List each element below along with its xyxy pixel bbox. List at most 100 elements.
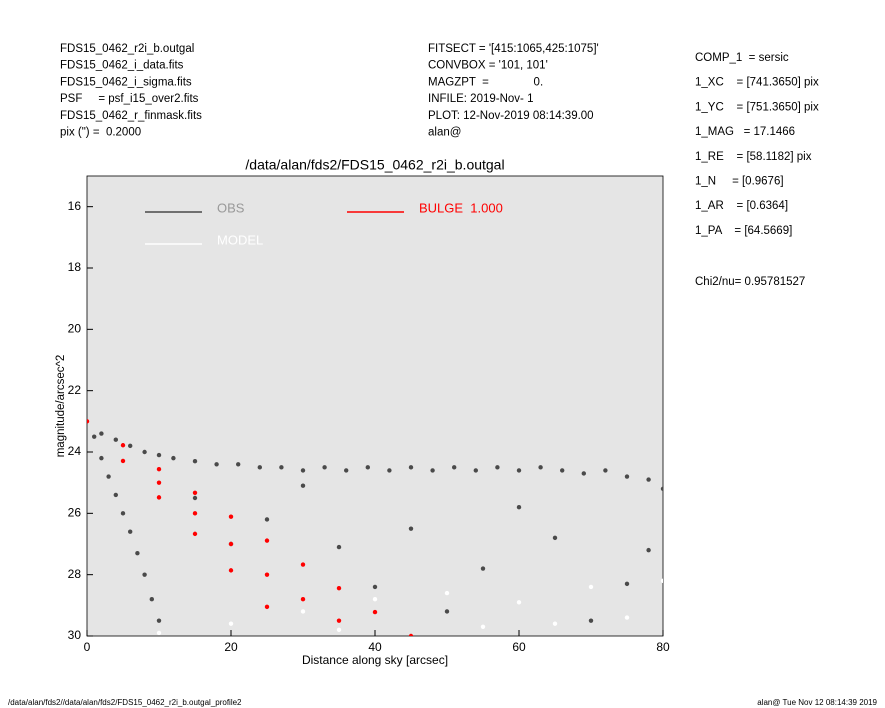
fit-parameter: 1_RE = [58.1182] pix — [695, 151, 812, 163]
data-point — [660, 486, 663, 491]
data-point — [113, 492, 119, 498]
data-point — [408, 465, 414, 470]
x-axis-label: Distance along sky [arcsec] — [302, 653, 448, 667]
header-left-line: FDS15_0462_i_sigma.fits — [60, 76, 192, 88]
data-point — [87, 419, 90, 424]
data-point — [300, 468, 306, 473]
data-point — [516, 468, 522, 473]
data-point — [156, 618, 162, 623]
y-axis-label: magnitude/arcsec^2 — [55, 355, 67, 458]
y-tick-label: 24 — [68, 444, 82, 458]
data-point — [660, 578, 663, 583]
data-point — [552, 535, 558, 541]
plot-area — [87, 419, 663, 636]
fit-parameter: COMP_1 = sersic — [695, 52, 789, 64]
data-point — [624, 581, 630, 587]
data-point — [336, 585, 342, 591]
data-point — [113, 437, 119, 442]
fit-parameter: 1_N = [0.9676] — [695, 176, 784, 188]
data-point — [120, 443, 126, 448]
data-point — [236, 462, 241, 467]
data-point — [581, 471, 586, 476]
data-point — [279, 465, 284, 470]
data-point — [142, 572, 147, 577]
legend-label: OBS — [217, 200, 245, 215]
data-point — [408, 526, 414, 531]
data-point — [192, 531, 198, 537]
data-point — [372, 609, 378, 615]
data-point — [646, 477, 651, 482]
data-point — [106, 474, 111, 479]
data-point — [603, 468, 608, 473]
y-tick-label: 18 — [68, 260, 82, 274]
x-tick-label: 20 — [224, 640, 238, 654]
data-point — [480, 624, 486, 629]
data-point — [372, 597, 378, 602]
data-point — [92, 434, 97, 439]
fit-parameter: 1_YC = [751.3650] pix — [695, 101, 819, 113]
data-point — [624, 615, 630, 620]
header-left-line: FDS15_0462_i_data.fits — [60, 60, 184, 72]
data-point — [264, 604, 270, 610]
chart-title: /data/alan/fds2/FDS15_0462_r2i_b.outgal — [245, 157, 504, 173]
header-middle-line: INFILE: 2019-Nov- 1 — [428, 93, 533, 105]
data-point — [552, 621, 558, 626]
data-point — [624, 474, 630, 479]
x-tick-label: 60 — [512, 640, 526, 654]
data-point — [264, 538, 270, 543]
data-point — [264, 517, 270, 522]
y-tick-label: 28 — [68, 567, 82, 581]
data-point — [142, 449, 147, 455]
data-point — [264, 572, 270, 577]
fit-parameter: 1_AR = [0.6364] — [695, 200, 788, 212]
data-point — [336, 544, 342, 550]
data-point — [228, 568, 234, 573]
data-point — [387, 468, 392, 473]
data-point — [257, 465, 262, 470]
data-point — [156, 630, 162, 636]
data-point — [99, 455, 104, 461]
x-tick-label: 40 — [368, 640, 382, 654]
header-middle-line: FITSECT = '[415:1065,425:1075]' — [428, 43, 599, 55]
data-point — [156, 452, 162, 458]
data-point — [336, 618, 342, 623]
data-point — [99, 431, 104, 436]
data-point — [128, 443, 133, 449]
data-point — [120, 458, 126, 464]
data-point — [135, 551, 140, 556]
data-point — [228, 541, 234, 547]
fit-parameter: 1_MAG = 17.1466 — [695, 126, 795, 138]
data-point — [300, 562, 306, 567]
plot-background — [86, 175, 664, 637]
data-point — [120, 511, 126, 516]
x-tick-label: 80 — [656, 640, 670, 654]
data-point — [473, 468, 478, 473]
data-point — [588, 618, 594, 623]
data-point — [516, 505, 522, 510]
header-left-line: FDS15_0462_r2i_b.outgal — [60, 43, 194, 55]
legend-label: MODEL — [217, 232, 263, 247]
y-tick-label: 20 — [68, 322, 82, 336]
data-point — [444, 609, 450, 614]
data-point — [300, 597, 306, 602]
data-point — [646, 547, 651, 553]
data-point — [156, 466, 162, 472]
data-point — [171, 455, 176, 461]
data-point — [156, 480, 162, 485]
footer-left: /data/alan/fds2//data/alan/fds2/FDS15_04… — [8, 698, 242, 707]
y-tick-label: 26 — [68, 506, 82, 520]
data-point — [408, 633, 414, 636]
fit-parameter: 1_XC = [741.3650] pix — [695, 77, 819, 89]
header-middle-line: CONVBOX = '101, 101' — [428, 60, 548, 72]
header-left-line: pix (") = 0.2000 — [60, 127, 141, 139]
data-point — [372, 584, 378, 590]
data-point — [480, 566, 486, 571]
header-left-line: PSF = psf_i15_over2.fits — [60, 93, 199, 105]
data-point — [228, 514, 234, 519]
y-tick-label: 30 — [68, 628, 82, 642]
data-point — [452, 465, 457, 470]
header-left-line: FDS15_0462_r_finmask.fits — [60, 110, 202, 122]
data-point — [516, 600, 522, 605]
